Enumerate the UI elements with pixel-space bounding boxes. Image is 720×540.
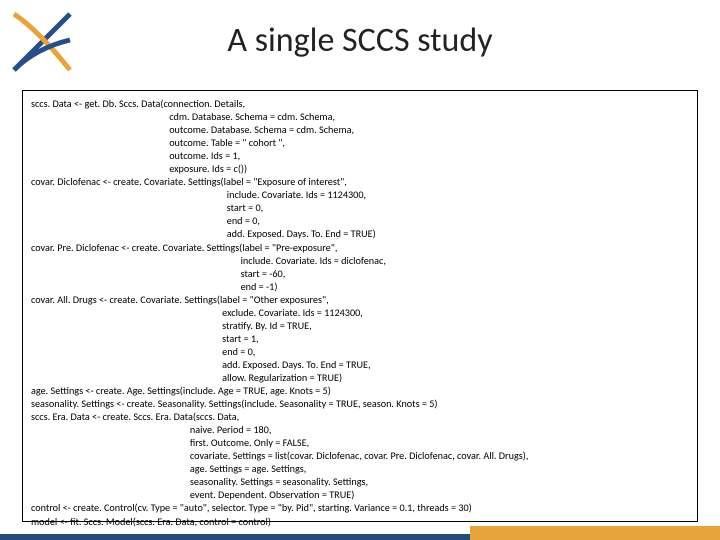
- code-content: sccs. Data <- get. Db. Sccs. Data(connec…: [31, 97, 689, 528]
- footer-accent-orange: [470, 526, 720, 540]
- slide-title: A single SCCS study: [0, 20, 720, 61]
- code-box: sccs. Data <- get. Db. Sccs. Data(connec…: [22, 90, 698, 522]
- footer-accent-blue: [0, 534, 470, 540]
